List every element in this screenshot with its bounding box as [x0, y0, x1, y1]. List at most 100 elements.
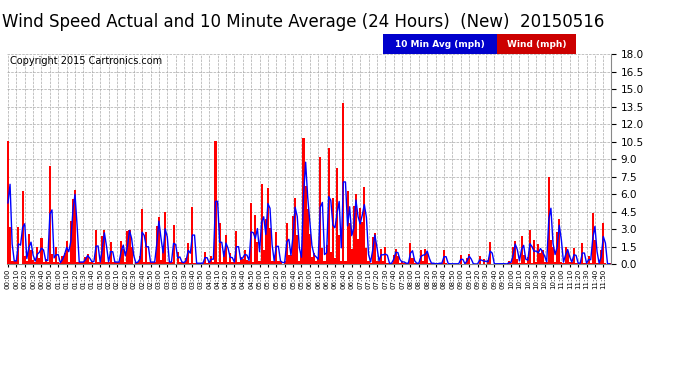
Bar [380, 249, 382, 264]
Bar [215, 141, 217, 264]
Bar [359, 209, 361, 264]
Bar [368, 261, 370, 264]
Bar [391, 263, 393, 264]
Bar [150, 262, 152, 264]
Bar [28, 234, 30, 264]
Bar [586, 263, 588, 264]
Bar [259, 261, 261, 264]
Text: Copyright 2015 Cartronics.com: Copyright 2015 Cartronics.com [10, 56, 162, 66]
Bar [487, 260, 489, 264]
Text: Wind (mph): Wind (mph) [506, 40, 566, 49]
Bar [558, 219, 560, 264]
Bar [437, 263, 439, 264]
Bar [319, 157, 322, 264]
Bar [122, 249, 124, 264]
Bar [82, 262, 84, 264]
Bar [284, 261, 286, 264]
Bar [336, 168, 338, 264]
Bar [206, 263, 208, 264]
Bar [130, 247, 132, 264]
Bar [372, 237, 374, 264]
Bar [41, 238, 43, 264]
Bar [47, 262, 49, 264]
Bar [353, 206, 355, 264]
Bar [101, 236, 104, 264]
Bar [271, 261, 273, 264]
Bar [466, 258, 468, 264]
Bar [152, 262, 154, 264]
Bar [602, 223, 604, 264]
Bar [257, 242, 259, 264]
Bar [88, 262, 91, 264]
Bar [401, 261, 403, 264]
Bar [110, 242, 112, 264]
Bar [415, 263, 417, 264]
Bar [590, 263, 592, 264]
Bar [445, 263, 447, 264]
Bar [407, 263, 409, 264]
Bar [317, 258, 319, 264]
Bar [91, 261, 93, 264]
Bar [544, 262, 546, 264]
Bar [128, 230, 130, 264]
Bar [139, 256, 141, 264]
Bar [158, 216, 160, 264]
Bar [340, 261, 342, 264]
Bar [433, 263, 435, 264]
Bar [97, 262, 99, 264]
Bar [17, 227, 19, 264]
Bar [584, 263, 586, 264]
Bar [535, 262, 538, 264]
Bar [227, 262, 229, 264]
Bar [26, 261, 28, 264]
Bar [235, 231, 237, 264]
Bar [244, 250, 246, 264]
Bar [13, 261, 15, 264]
Bar [154, 262, 156, 264]
Bar [510, 263, 512, 264]
Bar [148, 262, 150, 264]
Bar [550, 240, 552, 264]
Bar [55, 248, 57, 264]
Bar [181, 262, 183, 264]
Bar [135, 262, 137, 264]
Bar [424, 249, 426, 264]
Bar [193, 263, 195, 264]
Bar [579, 263, 581, 264]
Bar [382, 261, 384, 264]
Bar [292, 216, 294, 264]
Bar [422, 261, 424, 264]
Bar [546, 262, 548, 264]
Bar [252, 262, 255, 264]
Bar [57, 262, 59, 264]
Bar [569, 262, 571, 264]
Bar [533, 240, 535, 264]
Bar [255, 215, 257, 264]
Bar [489, 242, 491, 264]
Bar [116, 262, 118, 264]
Bar [172, 225, 175, 264]
Bar [351, 249, 353, 264]
Bar [290, 255, 292, 264]
Bar [72, 199, 74, 264]
Bar [378, 261, 380, 264]
Bar [286, 223, 288, 264]
Bar [370, 263, 372, 264]
Bar [294, 198, 296, 264]
Bar [366, 248, 368, 264]
Bar [160, 260, 162, 264]
Bar [338, 235, 340, 264]
Bar [311, 257, 313, 264]
Bar [185, 258, 187, 264]
Bar [263, 250, 265, 264]
Bar [524, 263, 526, 264]
Bar [162, 246, 164, 264]
Text: Wind Speed Actual and 10 Minute Average (24 Hours)  (New)  20150516: Wind Speed Actual and 10 Minute Average … [2, 13, 605, 31]
Bar [428, 263, 431, 264]
Bar [420, 250, 422, 264]
Bar [361, 222, 363, 264]
Bar [564, 248, 566, 264]
Bar [70, 221, 72, 264]
Bar [346, 191, 348, 264]
Bar [573, 248, 575, 264]
